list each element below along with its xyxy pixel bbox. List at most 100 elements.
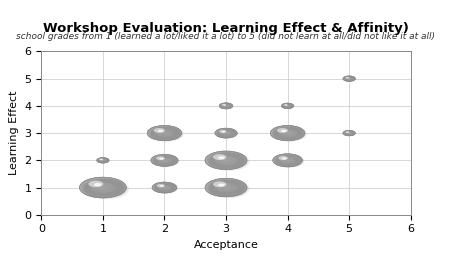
Circle shape [285, 132, 289, 134]
Circle shape [148, 126, 179, 140]
Circle shape [98, 158, 107, 162]
Circle shape [223, 132, 228, 134]
Circle shape [275, 128, 299, 138]
X-axis label: Acceptance: Acceptance [193, 240, 258, 250]
Circle shape [213, 182, 238, 193]
Circle shape [223, 186, 228, 189]
Circle shape [98, 186, 107, 189]
Circle shape [220, 185, 231, 190]
Circle shape [279, 157, 295, 164]
Circle shape [97, 158, 109, 163]
Circle shape [98, 158, 107, 162]
Circle shape [90, 182, 115, 193]
Circle shape [284, 104, 290, 107]
Circle shape [216, 129, 235, 137]
Circle shape [161, 132, 167, 134]
Circle shape [221, 158, 230, 162]
Circle shape [160, 159, 168, 162]
Circle shape [285, 105, 290, 107]
Circle shape [94, 183, 101, 186]
Circle shape [221, 131, 230, 135]
Circle shape [97, 158, 108, 162]
Circle shape [214, 155, 237, 165]
Circle shape [220, 103, 231, 108]
Circle shape [345, 132, 351, 134]
Circle shape [285, 105, 288, 106]
Circle shape [147, 126, 181, 141]
Circle shape [212, 154, 239, 166]
Circle shape [214, 128, 237, 138]
Circle shape [212, 181, 239, 194]
Circle shape [220, 158, 231, 163]
Circle shape [216, 128, 235, 137]
Circle shape [282, 104, 292, 108]
Circle shape [159, 158, 170, 163]
Circle shape [216, 129, 235, 137]
Circle shape [155, 183, 173, 191]
Circle shape [273, 154, 301, 167]
Circle shape [346, 132, 351, 134]
Circle shape [215, 128, 236, 138]
Circle shape [348, 78, 349, 79]
Circle shape [216, 183, 235, 192]
Circle shape [347, 78, 350, 79]
Circle shape [345, 132, 352, 135]
Circle shape [205, 179, 246, 197]
Circle shape [156, 157, 172, 164]
Circle shape [342, 76, 354, 81]
Circle shape [345, 77, 351, 80]
Circle shape [92, 183, 113, 192]
Circle shape [284, 105, 290, 107]
Circle shape [153, 156, 175, 165]
Circle shape [211, 181, 240, 194]
Circle shape [274, 154, 300, 166]
Circle shape [284, 105, 290, 107]
Circle shape [160, 186, 169, 190]
Circle shape [346, 132, 350, 134]
Circle shape [161, 186, 167, 189]
Circle shape [212, 155, 239, 166]
Circle shape [344, 131, 353, 135]
Circle shape [272, 126, 302, 140]
Circle shape [343, 76, 354, 81]
Circle shape [285, 105, 288, 106]
Circle shape [161, 186, 168, 189]
Circle shape [281, 158, 293, 163]
Circle shape [86, 180, 120, 195]
Circle shape [155, 156, 173, 164]
Circle shape [270, 125, 304, 141]
Circle shape [159, 131, 170, 135]
Circle shape [346, 132, 350, 134]
Circle shape [285, 105, 289, 107]
Circle shape [85, 180, 120, 195]
Circle shape [213, 182, 238, 193]
Circle shape [161, 132, 167, 134]
Circle shape [220, 130, 231, 136]
Circle shape [225, 187, 226, 188]
Circle shape [155, 157, 173, 164]
Circle shape [285, 105, 288, 106]
Circle shape [273, 154, 301, 167]
Circle shape [285, 160, 289, 161]
Circle shape [347, 133, 350, 134]
Circle shape [159, 185, 170, 190]
Circle shape [100, 159, 106, 162]
Circle shape [286, 133, 288, 134]
Circle shape [207, 152, 244, 168]
Circle shape [83, 179, 122, 196]
Circle shape [217, 157, 234, 164]
Circle shape [99, 159, 103, 160]
Circle shape [160, 131, 169, 135]
Circle shape [347, 133, 350, 134]
Circle shape [205, 178, 246, 197]
Circle shape [283, 131, 291, 135]
Circle shape [160, 186, 168, 189]
Circle shape [158, 158, 170, 163]
Circle shape [285, 105, 286, 106]
Circle shape [101, 159, 105, 161]
Circle shape [342, 131, 354, 136]
Circle shape [342, 130, 354, 136]
Circle shape [162, 132, 166, 134]
Circle shape [154, 156, 175, 165]
Circle shape [153, 183, 175, 192]
